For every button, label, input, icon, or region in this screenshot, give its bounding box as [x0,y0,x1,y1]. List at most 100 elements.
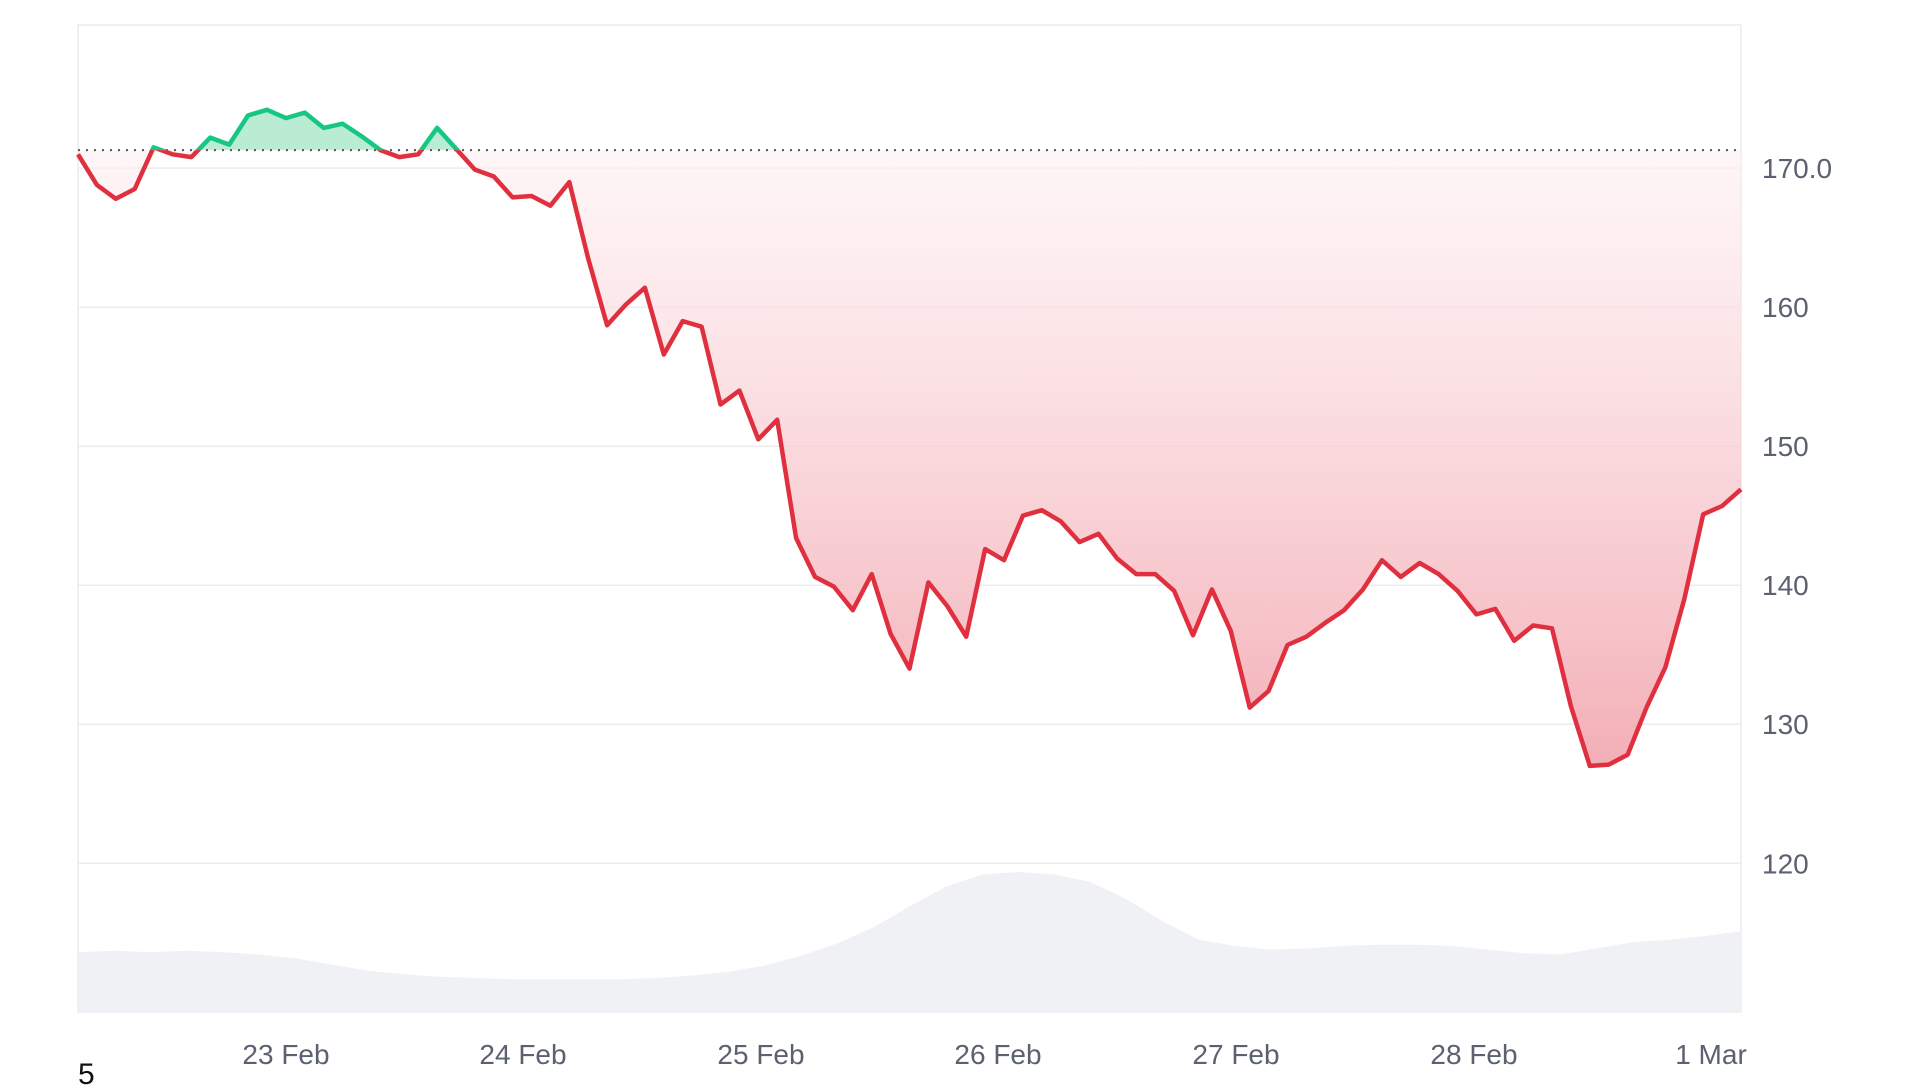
data-point [700,325,704,329]
data-point [1229,629,1233,633]
data-point [303,111,307,115]
data-point [983,547,987,551]
data-point [1323,621,1327,625]
y-tick-label: 160 [1762,292,1809,323]
price-line-down [76,150,1743,769]
data-point [1645,706,1649,710]
data-point [114,197,118,201]
data-point [908,667,912,671]
data-point [473,168,477,172]
data-point [322,126,326,130]
data-point [1474,612,1478,616]
data-point [605,323,609,327]
data-point [1153,572,1157,576]
x-tick-label: 27 Feb [1192,1039,1279,1070]
x-tick-label: 23 Feb [242,1039,329,1070]
data-point [662,353,666,357]
data-point [1191,633,1195,637]
price-lines [76,107,1743,769]
y-tick-label: 120 [1762,848,1809,879]
data-point [794,536,798,540]
y-tick-label: 140 [1762,570,1809,601]
data-point [1267,689,1271,693]
data-point [1097,532,1101,536]
data-point [1380,558,1384,562]
data-point [1569,704,1573,708]
data-point [643,286,647,290]
data-point [1607,763,1611,767]
data-point [1002,558,1006,562]
y-tick-label: 170.0 [1762,153,1832,184]
data-point [775,418,779,422]
data-point [1720,504,1724,508]
data-point [511,195,515,199]
data-point [246,113,250,117]
data-point [360,134,364,138]
data-point [1682,597,1686,601]
data-point [1078,540,1082,544]
x-tick-label: 28 Feb [1430,1039,1517,1070]
data-point [416,152,420,156]
data-point [1493,607,1497,611]
data-point [1115,557,1119,561]
price-line-up [149,107,461,151]
data-point [341,122,345,126]
data-point [1342,608,1346,612]
data-point [870,572,874,576]
corner-label: 5 [78,1058,95,1091]
y-axis-labels: 120 130 140 150 160 170.0 [1762,153,1832,879]
data-point [889,632,893,636]
x-tick-label: 1 Mar [1675,1039,1747,1070]
data-point [1663,665,1667,669]
data-point [284,116,288,120]
data-point [1399,575,1403,579]
x-axis-labels: 23 Feb 24 Feb 25 Feb 26 Feb 27 Feb 28 Feb 1 Ma… [242,1039,1746,1070]
data-point [1040,508,1044,512]
data-point [737,389,741,393]
area-below-baseline [78,150,1741,766]
data-point [1021,514,1025,518]
data-point [719,403,723,407]
data-point [832,585,836,589]
data-point [926,580,930,584]
data-point [1456,589,1460,593]
data-point [964,635,968,639]
data-point [530,194,534,198]
data-point [1210,587,1214,591]
data-point [1626,753,1630,757]
data-point [492,175,496,179]
data-point [133,187,137,191]
data-point [1701,512,1705,516]
data-point [227,143,231,147]
price-fill-areas [78,109,1741,766]
data-point [1739,487,1743,491]
data-point [945,604,949,608]
data-point [1286,643,1290,647]
data-point [171,152,175,156]
data-point [1304,635,1308,639]
data-point [152,145,156,149]
x-tick-label: 26 Feb [954,1039,1041,1070]
data-point [1172,589,1176,593]
data-point [397,155,401,159]
data-point [586,257,590,261]
data-point [1437,572,1441,576]
data-point [624,302,628,306]
data-point [1531,624,1535,628]
x-tick-label: 24 Feb [479,1039,566,1070]
data-point [1248,706,1252,710]
data-point [435,126,439,130]
x-tick-label: 25 Feb [717,1039,804,1070]
data-point [1418,561,1422,565]
data-point [189,155,193,159]
data-point [681,319,685,323]
area-above-baseline [78,109,1741,151]
y-tick-label: 130 [1762,709,1809,740]
data-point [1361,587,1365,591]
data-point [567,180,571,184]
data-point [1059,519,1063,523]
data-point [851,608,855,612]
data-point [756,437,760,441]
